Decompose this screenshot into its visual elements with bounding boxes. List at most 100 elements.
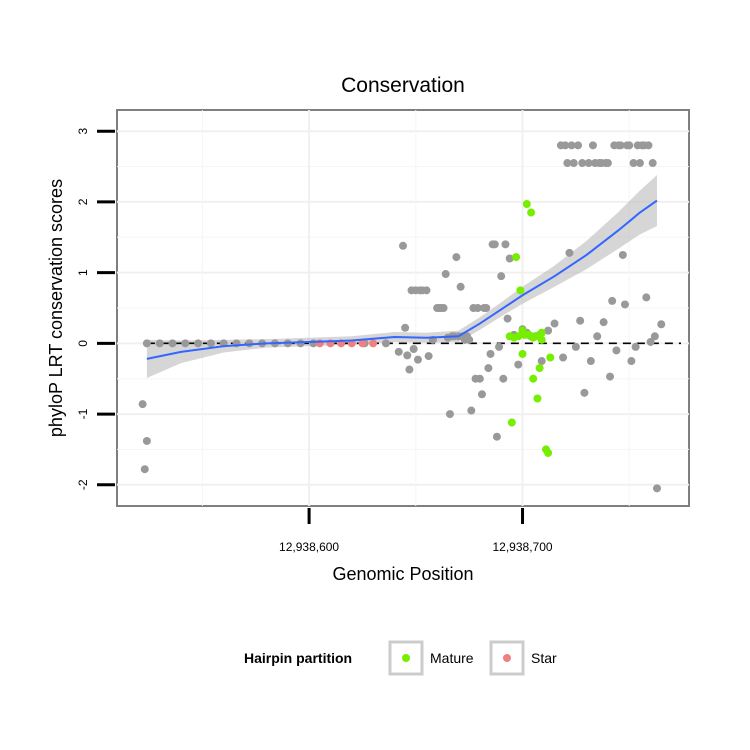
point-other bbox=[580, 388, 589, 397]
point-other bbox=[567, 141, 576, 150]
point-other bbox=[620, 300, 629, 309]
point-other bbox=[565, 248, 574, 257]
smooth-curve bbox=[146, 199, 658, 360]
point-other bbox=[394, 347, 403, 356]
point-other bbox=[445, 410, 454, 419]
point-mature bbox=[522, 200, 531, 209]
y-tick-label: 3 bbox=[76, 128, 90, 135]
legend-item-mature: Mature bbox=[388, 640, 474, 676]
point-mature bbox=[544, 448, 553, 457]
point-other bbox=[593, 332, 602, 341]
point-mature bbox=[512, 253, 521, 262]
point-other bbox=[652, 484, 661, 493]
point-star bbox=[358, 339, 367, 348]
y-tick-label: 1 bbox=[76, 269, 90, 276]
point-other bbox=[571, 342, 580, 351]
axes: -2 -1 0 1 2 3 12,938,600 12,938,700 bbox=[76, 128, 553, 554]
point-other bbox=[452, 253, 461, 262]
point-other bbox=[168, 339, 177, 348]
point-other bbox=[439, 304, 448, 312]
point-other bbox=[561, 141, 570, 150]
y-tick-label: -2 bbox=[76, 479, 90, 490]
chart-title: Conservation bbox=[341, 74, 465, 97]
point-other bbox=[644, 141, 653, 150]
point-mature bbox=[518, 349, 527, 358]
point-mature bbox=[514, 332, 523, 341]
point-other bbox=[484, 364, 493, 373]
point-other bbox=[142, 436, 151, 445]
y-axis-title: phyloP LRT conservation scores bbox=[46, 179, 66, 437]
legend-item-star: Star bbox=[489, 640, 557, 676]
point-other bbox=[650, 332, 659, 341]
smooth-line bbox=[146, 199, 658, 360]
point-other bbox=[497, 272, 506, 281]
point-other bbox=[588, 141, 597, 150]
point-other bbox=[627, 357, 636, 366]
point-other bbox=[403, 351, 412, 360]
point-other bbox=[475, 374, 484, 383]
point-other bbox=[492, 432, 501, 441]
point-other bbox=[578, 159, 587, 168]
point-other bbox=[409, 345, 418, 354]
y-tick-label: 0 bbox=[76, 340, 90, 347]
point-mature bbox=[537, 335, 546, 344]
point-other bbox=[181, 339, 190, 348]
point-other bbox=[501, 240, 510, 249]
point-other bbox=[657, 320, 666, 329]
point-other bbox=[467, 406, 476, 415]
point-other bbox=[477, 390, 486, 399]
grid-lines bbox=[117, 110, 689, 506]
point-other bbox=[503, 314, 512, 323]
point-other bbox=[616, 141, 625, 150]
point-star bbox=[369, 339, 378, 348]
point-other bbox=[629, 159, 638, 168]
point-other bbox=[635, 159, 644, 168]
point-other bbox=[381, 339, 390, 348]
point-other bbox=[482, 304, 491, 312]
point-other bbox=[625, 141, 634, 150]
point-mature bbox=[529, 374, 538, 383]
point-other bbox=[576, 316, 585, 325]
point-other bbox=[642, 293, 651, 302]
data-points bbox=[138, 141, 666, 493]
x-tick-label: 12,938,700 bbox=[492, 540, 552, 554]
legend-label-mature: Mature bbox=[430, 650, 474, 666]
point-other bbox=[424, 352, 433, 361]
legend-swatch-star bbox=[503, 654, 511, 662]
point-other bbox=[514, 360, 523, 369]
point-other bbox=[599, 318, 608, 327]
point-other bbox=[586, 357, 595, 366]
point-mature bbox=[546, 353, 555, 362]
point-other bbox=[618, 250, 627, 259]
point-other bbox=[612, 346, 621, 355]
point-other bbox=[486, 349, 495, 358]
point-other bbox=[399, 241, 407, 250]
point-other bbox=[499, 374, 508, 383]
point-other bbox=[608, 296, 617, 305]
legend-label-star: Star bbox=[531, 650, 557, 666]
point-other bbox=[405, 365, 414, 374]
point-other bbox=[544, 326, 553, 335]
point-mature bbox=[533, 394, 542, 403]
point-other bbox=[140, 465, 149, 474]
point-other bbox=[473, 304, 482, 312]
point-other bbox=[563, 159, 572, 168]
y-tick-label: 2 bbox=[76, 198, 90, 205]
point-other bbox=[574, 141, 583, 150]
x-tick-label: 12,938,600 bbox=[279, 540, 339, 554]
point-other bbox=[296, 339, 305, 348]
point-other bbox=[631, 342, 640, 351]
point-other bbox=[490, 240, 499, 249]
point-mature bbox=[527, 208, 536, 217]
point-other bbox=[138, 400, 147, 409]
point-other bbox=[648, 159, 657, 168]
point-other bbox=[465, 335, 474, 344]
legend: Hairpin partition Mature Star bbox=[244, 640, 557, 676]
legend-swatch-mature bbox=[402, 654, 410, 662]
point-other bbox=[495, 342, 504, 351]
point-other bbox=[606, 372, 615, 381]
point-other bbox=[559, 353, 568, 362]
point-other bbox=[537, 357, 546, 366]
point-other bbox=[422, 286, 431, 295]
